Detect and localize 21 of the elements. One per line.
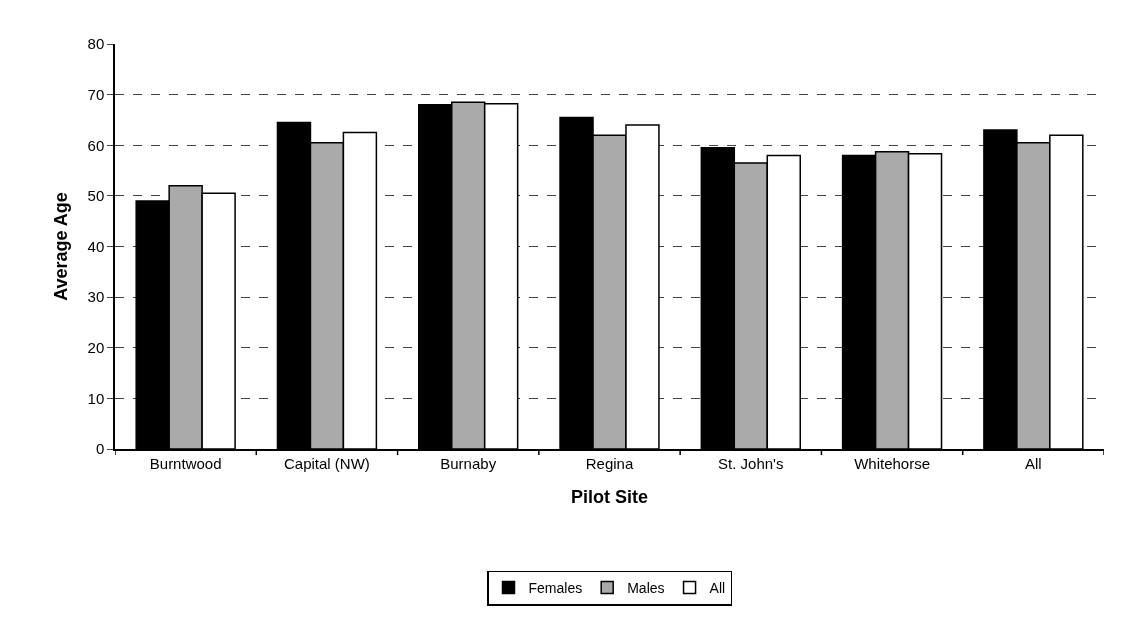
y-tick-label: 50 bbox=[87, 187, 105, 205]
y-tick-label: 60 bbox=[87, 136, 105, 154]
x-tick-label: Burntwood bbox=[149, 454, 222, 472]
y-tick-label: 40 bbox=[87, 237, 105, 255]
y-axis-title: Average Age bbox=[51, 192, 72, 301]
legend-label: Males bbox=[627, 580, 665, 597]
y-tick-label: 10 bbox=[87, 389, 105, 407]
x-tick-label: Burnaby bbox=[440, 454, 497, 472]
y-tick-label: 30 bbox=[87, 288, 105, 306]
x-tick-label: Whitehorse bbox=[854, 454, 931, 472]
y-tick-label: 0 bbox=[95, 440, 105, 458]
x-axis-title: Pilot Site bbox=[570, 487, 649, 508]
x-tick-label: St. John's bbox=[718, 454, 784, 472]
x-tick-label: Regina bbox=[585, 454, 634, 472]
legend-label: All bbox=[709, 580, 726, 597]
y-tick-label: 80 bbox=[87, 35, 105, 53]
y-tick-label: 20 bbox=[87, 339, 105, 356]
y-tick-label: 70 bbox=[87, 85, 105, 103]
x-tick-label: All bbox=[1025, 454, 1042, 472]
legend-label: Females bbox=[528, 580, 583, 597]
x-tick-label: Capital (NW) bbox=[284, 454, 370, 472]
